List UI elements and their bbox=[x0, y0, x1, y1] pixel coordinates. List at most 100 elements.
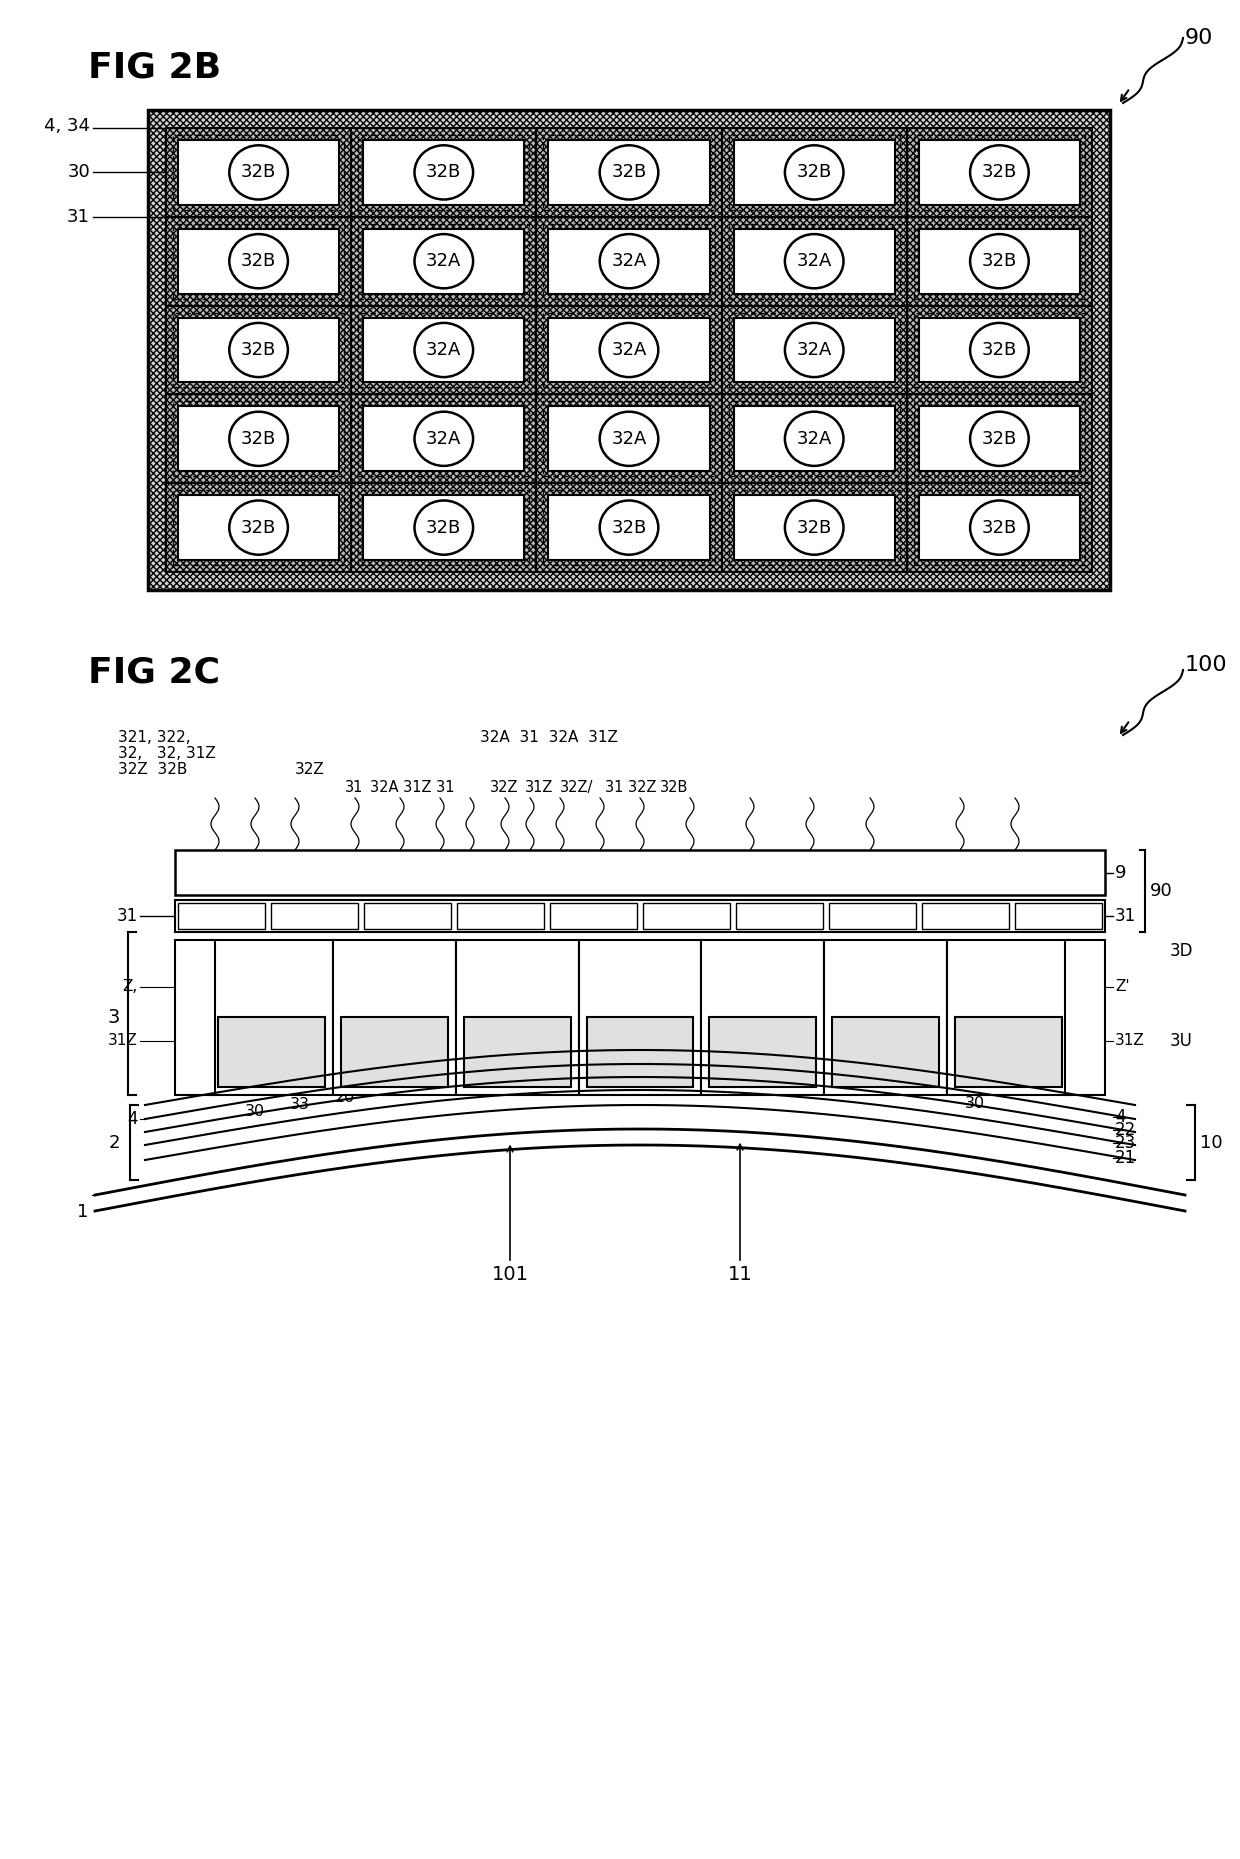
Bar bbox=[722, 128, 906, 218]
Text: 90: 90 bbox=[1185, 28, 1214, 48]
Text: 31 32Z: 31 32Z bbox=[605, 781, 656, 796]
Bar bbox=[543, 312, 714, 387]
Text: 32B: 32B bbox=[982, 253, 1017, 270]
Bar bbox=[919, 494, 1080, 560]
Bar bbox=[537, 394, 722, 483]
Ellipse shape bbox=[414, 234, 474, 288]
Text: 321, 322,: 321, 322, bbox=[118, 731, 191, 745]
Bar bbox=[166, 394, 351, 483]
Bar bbox=[174, 136, 345, 210]
Bar bbox=[351, 218, 537, 305]
Bar bbox=[543, 402, 714, 476]
Bar bbox=[919, 318, 1080, 383]
Ellipse shape bbox=[785, 411, 843, 467]
Text: 20: 20 bbox=[689, 1069, 711, 1084]
Bar bbox=[947, 941, 1070, 1095]
Bar bbox=[722, 305, 906, 394]
Bar bbox=[148, 110, 1110, 589]
Bar bbox=[734, 318, 895, 383]
Bar bbox=[166, 128, 351, 218]
Bar bbox=[722, 305, 906, 394]
Bar bbox=[919, 139, 1080, 204]
Bar bbox=[537, 394, 722, 483]
Text: 91: 91 bbox=[520, 863, 541, 881]
Bar bbox=[543, 223, 714, 299]
Bar bbox=[218, 1017, 325, 1088]
Bar bbox=[166, 305, 351, 394]
Text: 22: 22 bbox=[1115, 1121, 1136, 1140]
Text: 30: 30 bbox=[246, 1104, 265, 1119]
Text: 32A  31  32A  31Z: 32A 31 32A 31Z bbox=[480, 731, 618, 745]
Text: 31Z: 31Z bbox=[1115, 1034, 1145, 1048]
Bar bbox=[906, 483, 1092, 573]
Text: 31: 31 bbox=[67, 208, 91, 225]
Bar bbox=[351, 305, 537, 394]
Text: 33: 33 bbox=[645, 1069, 665, 1084]
Ellipse shape bbox=[414, 323, 474, 377]
Text: 32B: 32B bbox=[982, 164, 1017, 182]
Bar bbox=[363, 139, 525, 204]
Bar bbox=[358, 491, 529, 565]
Text: 2: 2 bbox=[109, 1134, 120, 1151]
Bar bbox=[923, 903, 1009, 930]
Ellipse shape bbox=[414, 500, 474, 554]
Text: 1: 1 bbox=[77, 1203, 88, 1221]
Bar bbox=[729, 136, 900, 210]
Text: 32B: 32B bbox=[796, 164, 832, 182]
Bar bbox=[906, 128, 1092, 218]
Bar bbox=[587, 1017, 693, 1088]
Bar bbox=[179, 318, 340, 383]
Text: 32B: 32B bbox=[241, 253, 277, 270]
Bar bbox=[537, 305, 722, 394]
Text: 10: 10 bbox=[1200, 1134, 1223, 1151]
Text: 32B: 32B bbox=[427, 164, 461, 182]
Text: 31Z: 31Z bbox=[525, 781, 553, 796]
Bar bbox=[174, 491, 345, 565]
Bar bbox=[166, 128, 351, 218]
Text: 32A 31Z 31: 32A 31Z 31 bbox=[370, 781, 455, 796]
Bar bbox=[914, 223, 1085, 299]
Bar bbox=[729, 223, 900, 299]
Bar bbox=[906, 394, 1092, 483]
Text: 32B: 32B bbox=[241, 164, 277, 182]
Bar bbox=[551, 903, 637, 930]
Bar bbox=[537, 483, 722, 573]
Bar bbox=[351, 305, 537, 394]
Ellipse shape bbox=[970, 500, 1029, 554]
Bar bbox=[456, 941, 579, 1095]
Ellipse shape bbox=[229, 234, 288, 288]
Text: 32B: 32B bbox=[982, 429, 1017, 448]
Bar bbox=[175, 900, 1105, 931]
Ellipse shape bbox=[600, 234, 658, 288]
Text: Z': Z' bbox=[1115, 980, 1130, 995]
Bar bbox=[737, 903, 823, 930]
Ellipse shape bbox=[229, 500, 288, 554]
Bar bbox=[537, 128, 722, 218]
Text: 32B: 32B bbox=[660, 781, 688, 796]
Text: 32B: 32B bbox=[611, 519, 646, 537]
Bar bbox=[955, 1017, 1061, 1088]
Bar bbox=[906, 305, 1092, 394]
Text: 30: 30 bbox=[67, 164, 91, 182]
Bar bbox=[906, 483, 1092, 573]
Text: 101: 101 bbox=[491, 1264, 528, 1285]
Bar bbox=[351, 483, 537, 573]
Text: 32A: 32A bbox=[427, 340, 461, 359]
Text: 20: 20 bbox=[335, 1091, 355, 1106]
Bar bbox=[358, 402, 529, 476]
Bar bbox=[537, 483, 722, 573]
Bar bbox=[175, 941, 215, 1095]
Bar bbox=[722, 394, 906, 483]
Text: 32A: 32A bbox=[796, 340, 832, 359]
Bar bbox=[179, 407, 340, 470]
Text: 4: 4 bbox=[128, 1110, 138, 1128]
Text: 23: 23 bbox=[1115, 1134, 1136, 1153]
Bar bbox=[702, 941, 825, 1095]
Bar bbox=[363, 318, 525, 383]
Text: 32B: 32B bbox=[611, 164, 646, 182]
Text: 3: 3 bbox=[108, 1008, 120, 1026]
Text: FIG 2C: FIG 2C bbox=[88, 654, 219, 690]
Text: 32A: 32A bbox=[611, 429, 647, 448]
Text: 11: 11 bbox=[728, 1264, 753, 1285]
Ellipse shape bbox=[970, 323, 1029, 377]
